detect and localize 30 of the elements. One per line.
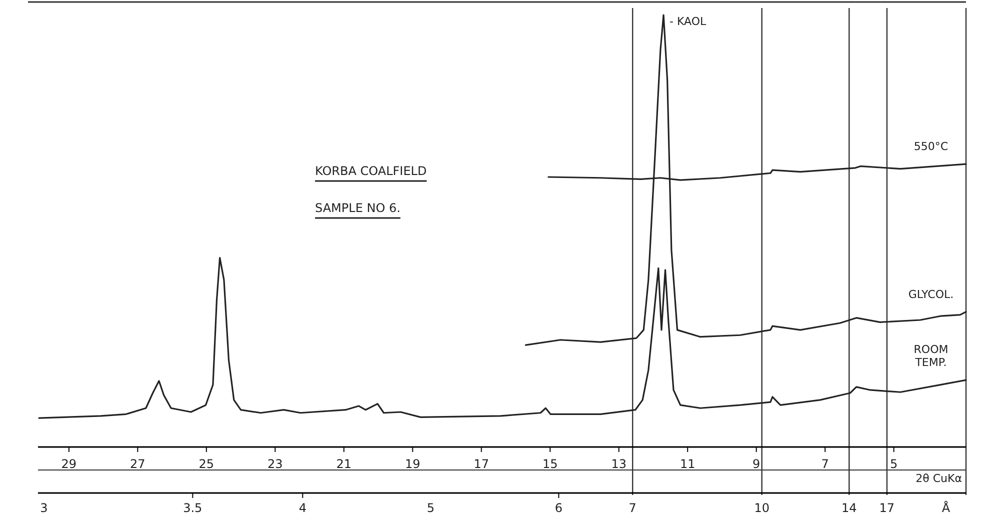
- x-tick-label: 29: [61, 457, 77, 472]
- x-tick-label: 27: [130, 457, 146, 472]
- text: 10: [754, 501, 770, 515]
- x-tick-label: 17: [474, 457, 490, 472]
- x-tick-label: 13: [611, 457, 626, 472]
- text: Å: [942, 500, 951, 515]
- text: KORBA COALFIELD: [315, 164, 427, 178]
- annotation: 4: [298, 501, 306, 515]
- x-tick-label: 25: [198, 457, 214, 472]
- text: 5: [426, 501, 434, 515]
- x-tick-label: 15: [542, 457, 558, 472]
- text: SAMPLE NO 6.: [315, 201, 400, 215]
- text: 14: [842, 501, 857, 515]
- x-tick-label: 5: [890, 457, 898, 472]
- text: 7: [628, 501, 636, 515]
- x-tick-label: 19: [404, 457, 420, 472]
- series-label: GLYCOL.: [908, 288, 954, 301]
- x-tick-label: 9: [752, 457, 760, 472]
- x-tick-label: 21: [336, 457, 352, 472]
- x-axis-title: 2θ CuKα: [916, 472, 962, 485]
- x-tick-label: 11: [680, 457, 696, 472]
- annotation: - KAOL: [670, 15, 708, 28]
- annotation: 3.5: [183, 501, 202, 515]
- x-tick-label: 23: [268, 457, 283, 472]
- series-label: 550°C: [914, 140, 948, 154]
- annotation: 6: [554, 501, 563, 515]
- text: 17: [879, 501, 895, 515]
- x-tick-label: 7: [821, 457, 829, 472]
- text: 3: [40, 501, 48, 515]
- series-label: ROOM TEMP.: [914, 343, 948, 370]
